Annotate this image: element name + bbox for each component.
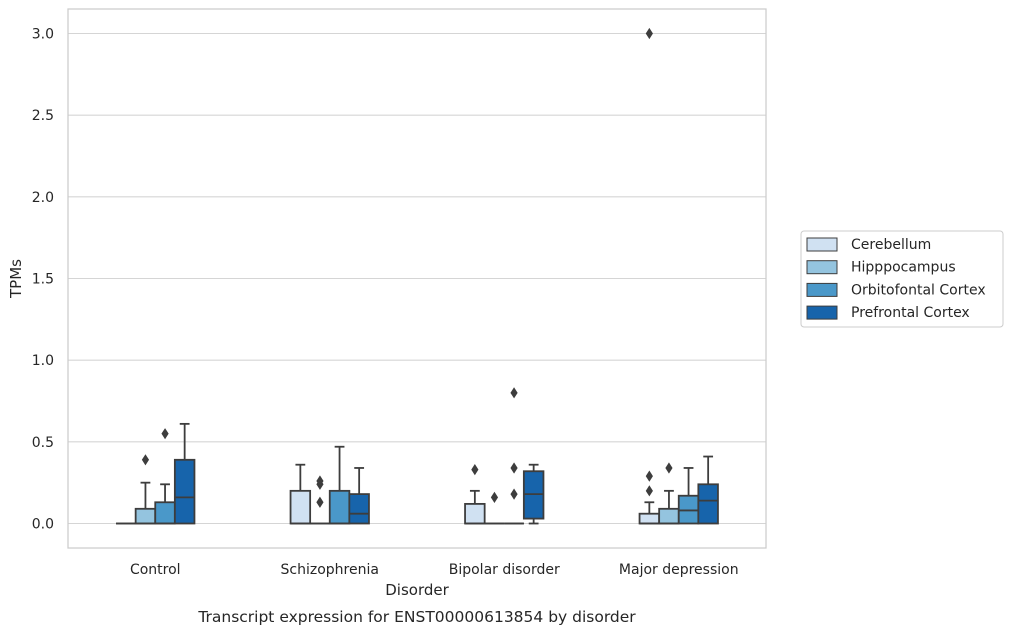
box-iqr bbox=[154, 501, 176, 525]
outlier-point bbox=[316, 475, 324, 487]
box-cerebellum bbox=[638, 27, 661, 525]
legend-label: Prefrontal Cortex bbox=[851, 305, 970, 321]
legend-label: Orbitofontal Cortex bbox=[851, 282, 986, 298]
legend-swatch bbox=[806, 260, 838, 275]
y-axis-ticks: 0.0 0.5 1.0 1.5 2.0 2.5 3.0 bbox=[32, 27, 54, 533]
legend: Cerebellum Hipppocampus Orbitofontal Corte… bbox=[800, 230, 1004, 328]
outlier-point bbox=[645, 485, 653, 497]
y-tick-label: 2.5 bbox=[32, 108, 54, 124]
box-iqr bbox=[328, 489, 351, 525]
legend-swatch bbox=[806, 305, 838, 320]
y-axis-label: TPMs bbox=[7, 259, 25, 299]
box-hipppocampus bbox=[484, 491, 505, 525]
outlier-point bbox=[510, 488, 518, 500]
outlier-point bbox=[161, 428, 169, 440]
x-tick-label: Schizophrenia bbox=[281, 562, 379, 578]
outlier-point bbox=[510, 387, 518, 399]
box-hipppocampus bbox=[134, 454, 157, 525]
box-hipppocampus bbox=[310, 475, 330, 525]
plot-marks bbox=[116, 27, 719, 525]
legend-swatch bbox=[806, 237, 838, 252]
box-cerebellum bbox=[464, 464, 486, 525]
box-iqr bbox=[464, 502, 486, 525]
box-iqr bbox=[173, 458, 196, 525]
box-iqr bbox=[638, 512, 661, 525]
box-orbitofontal-cortex bbox=[677, 467, 700, 525]
legend-label: Hipppocampus bbox=[851, 260, 956, 276]
y-tick-label: 0.0 bbox=[32, 517, 54, 533]
x-axis-label: Disorder bbox=[385, 581, 449, 599]
y-tick-label: 1.5 bbox=[32, 272, 54, 288]
box-orbitofontal-cortex bbox=[328, 445, 351, 525]
box-cerebellum bbox=[289, 463, 312, 525]
box-prefrontal-cortex bbox=[697, 455, 719, 525]
outlier-point bbox=[645, 27, 653, 40]
y-tick-label: 1.0 bbox=[32, 353, 54, 369]
outlier-point bbox=[490, 491, 499, 503]
box-hipppocampus bbox=[658, 462, 680, 525]
legend-item: Orbitofontal Cortex bbox=[806, 282, 986, 298]
x-tick-label: Major depression bbox=[619, 562, 739, 578]
box-prefrontal-cortex bbox=[173, 422, 196, 525]
grid-lines bbox=[68, 32, 766, 525]
y-tick-label: 0.5 bbox=[32, 435, 54, 451]
box-iqr bbox=[348, 493, 370, 525]
plot-frame bbox=[67, 8, 767, 549]
x-axis-ticks: Control Schizophrenia Bipolar disorder Majo… bbox=[130, 562, 739, 578]
box-iqr bbox=[134, 507, 157, 525]
box-iqr bbox=[289, 489, 312, 525]
box-orbitofontal-cortex bbox=[154, 428, 176, 525]
box-prefrontal-cortex bbox=[348, 467, 370, 525]
figure-caption: Transcript expression for ENST0000061385… bbox=[197, 608, 636, 626]
box-orbitofontal-cortex bbox=[504, 387, 524, 525]
legend-frame bbox=[800, 230, 1004, 328]
box-iqr bbox=[658, 507, 680, 525]
x-tick-label: Control bbox=[130, 562, 181, 578]
outlier-point bbox=[510, 462, 518, 474]
outlier-point bbox=[471, 464, 479, 476]
y-tick-label: 2.0 bbox=[32, 190, 54, 206]
outlier-point bbox=[141, 454, 150, 466]
legend-swatch bbox=[806, 282, 838, 297]
box-prefrontal-cortex bbox=[522, 463, 545, 525]
box-iqr bbox=[697, 483, 719, 525]
outlier-point bbox=[665, 462, 673, 474]
legend-item: Prefrontal Cortex bbox=[806, 305, 970, 321]
legend-label: Cerebellum bbox=[851, 237, 931, 253]
legend-item: Hipppocampus bbox=[806, 260, 956, 276]
x-tick-label: Bipolar disorder bbox=[449, 562, 560, 578]
outlier-point bbox=[316, 496, 324, 508]
outlier-point bbox=[645, 470, 653, 482]
legend-item: Cerebellum bbox=[806, 237, 931, 253]
y-tick-label: 3.0 bbox=[32, 27, 54, 43]
